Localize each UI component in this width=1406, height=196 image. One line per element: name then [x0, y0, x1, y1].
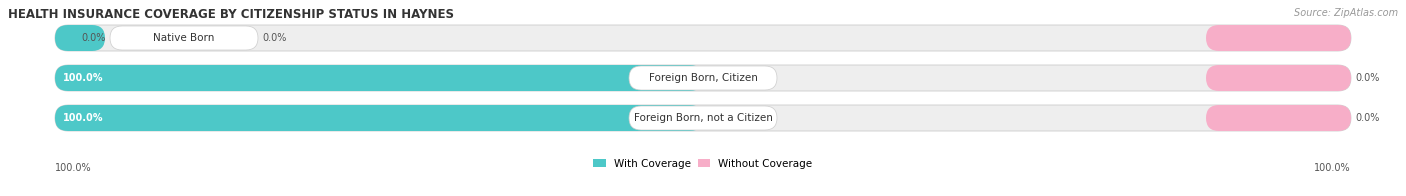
Legend: With Coverage, Without Coverage: With Coverage, Without Coverage — [589, 154, 817, 173]
Text: 0.0%: 0.0% — [1355, 113, 1379, 123]
FancyBboxPatch shape — [1206, 105, 1351, 131]
FancyBboxPatch shape — [55, 105, 1351, 131]
Text: Source: ZipAtlas.com: Source: ZipAtlas.com — [1294, 8, 1398, 18]
FancyBboxPatch shape — [628, 66, 778, 90]
Text: Foreign Born, not a Citizen: Foreign Born, not a Citizen — [634, 113, 772, 123]
FancyBboxPatch shape — [55, 25, 1351, 51]
FancyBboxPatch shape — [1206, 25, 1351, 51]
Text: 100.0%: 100.0% — [63, 73, 104, 83]
FancyBboxPatch shape — [55, 65, 703, 91]
Text: 0.0%: 0.0% — [1355, 73, 1379, 83]
Text: 100.0%: 100.0% — [55, 163, 91, 173]
Text: Foreign Born, Citizen: Foreign Born, Citizen — [648, 73, 758, 83]
Text: 0.0%: 0.0% — [262, 33, 287, 43]
FancyBboxPatch shape — [55, 25, 105, 51]
FancyBboxPatch shape — [628, 106, 778, 130]
Text: 0.0%: 0.0% — [82, 33, 105, 43]
FancyBboxPatch shape — [110, 26, 257, 50]
Text: 100.0%: 100.0% — [1315, 163, 1351, 173]
FancyBboxPatch shape — [55, 105, 703, 131]
Text: HEALTH INSURANCE COVERAGE BY CITIZENSHIP STATUS IN HAYNES: HEALTH INSURANCE COVERAGE BY CITIZENSHIP… — [8, 8, 454, 21]
Text: 100.0%: 100.0% — [63, 113, 104, 123]
FancyBboxPatch shape — [55, 65, 1351, 91]
Text: Native Born: Native Born — [153, 33, 215, 43]
FancyBboxPatch shape — [1206, 65, 1351, 91]
